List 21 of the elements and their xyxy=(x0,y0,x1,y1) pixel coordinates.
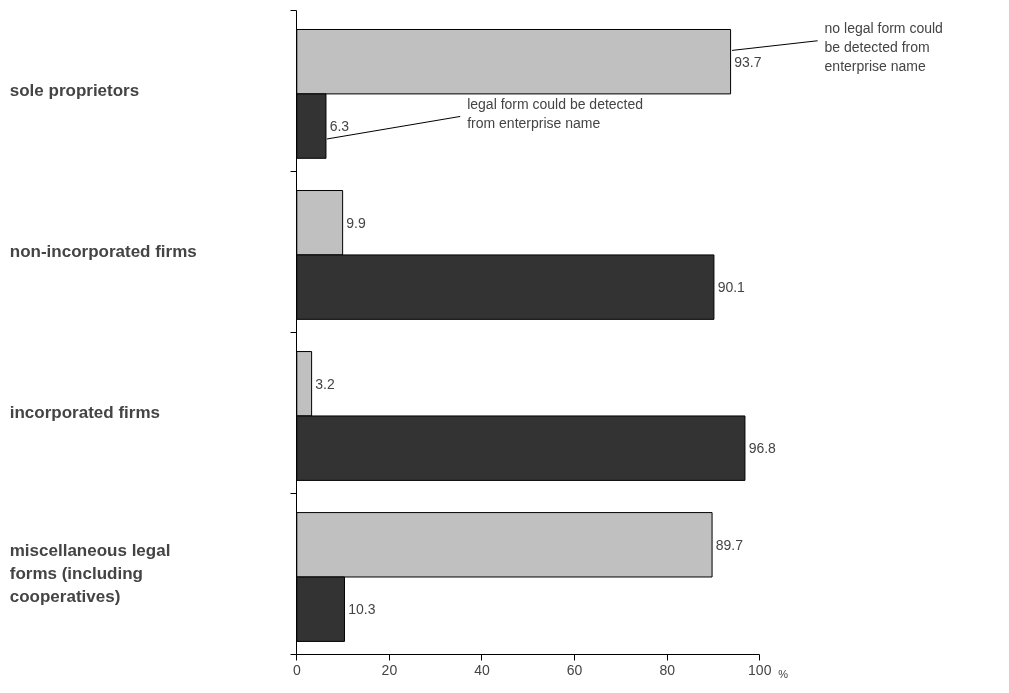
x-tick-label: 80 xyxy=(659,662,676,679)
x-tick-label: 100 xyxy=(748,662,772,679)
data-label: 3.2 xyxy=(315,375,335,392)
data-label: 90.1 xyxy=(717,279,746,296)
text: no legal form could be detected from enterprise name xyxy=(824,19,943,75)
data-label: 6.3 xyxy=(329,118,350,135)
y-tick-label: sole proprietors xyxy=(9,81,140,101)
data-label: 10.3 xyxy=(348,601,376,618)
y-tick-label: miscellaneous legal forms (including cooperatives) xyxy=(9,541,171,607)
data-label: 9.9 xyxy=(346,214,367,231)
x-tick-label: 20 xyxy=(381,662,398,679)
text: legal form could be detected from enterprise name xyxy=(467,95,644,131)
x-tick-label: 40 xyxy=(474,662,490,679)
x-axis-title: % xyxy=(778,668,789,681)
data-label: 93.7 xyxy=(734,53,762,70)
x-tick-label: 60 xyxy=(566,662,583,679)
data-label: 96.8 xyxy=(748,440,777,457)
x-tick-label: 0 xyxy=(292,662,301,679)
y-tick-label: incorporated firms xyxy=(9,403,160,423)
data-label: 89.7 xyxy=(715,536,744,553)
y-tick-label: non-incorporated firms xyxy=(9,242,197,262)
